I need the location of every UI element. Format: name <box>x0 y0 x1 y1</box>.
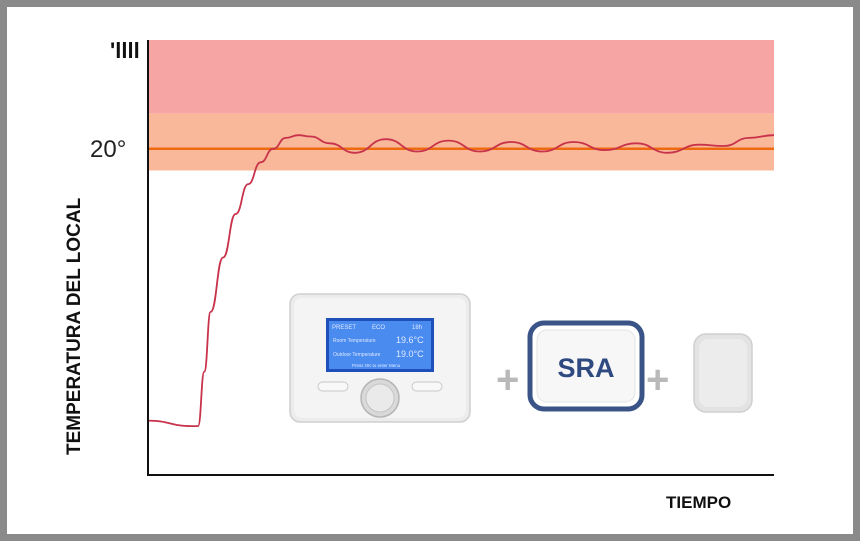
lcd-menu-hint: Press OK to enter Menu <box>352 363 401 368</box>
setpoint-tolerance-band <box>148 113 774 171</box>
x-axis-label: TIEMPO <box>666 493 731 512</box>
room-sensor-device <box>693 333 753 413</box>
lcd-room-value: 19.6°C <box>396 335 424 345</box>
upper-comfort-band <box>148 40 774 114</box>
lcd-row1-left: PRESET <box>332 325 356 331</box>
y-axis-top-mark: 'llll <box>110 38 140 63</box>
room-temperature-curve <box>147 134 775 428</box>
lcd-room-label: Room Temperature <box>333 338 376 344</box>
lcd-outdoor-value: 19.0°C <box>396 349 424 359</box>
thermostat-right-button <box>411 381 443 392</box>
sra-box: SRA <box>527 320 645 412</box>
lcd-outdoor-label: Outdoor Temperature <box>333 352 381 358</box>
y-tick-label: 20° <box>90 136 126 163</box>
lcd-row1-right: 18h <box>412 325 422 331</box>
plus-sign-1: + <box>496 358 519 402</box>
lcd-row1-mid: ECO <box>372 325 385 331</box>
y-axis-label: TEMPERATURA DEL LOCAL <box>64 197 85 455</box>
sra-label: SRA <box>557 353 614 383</box>
thermostat-device: PRESET ECO 18h Room Temperature 19.6°C O… <box>289 293 471 423</box>
plus-sign-2: + <box>646 358 669 402</box>
thermostat-left-button <box>317 381 349 392</box>
